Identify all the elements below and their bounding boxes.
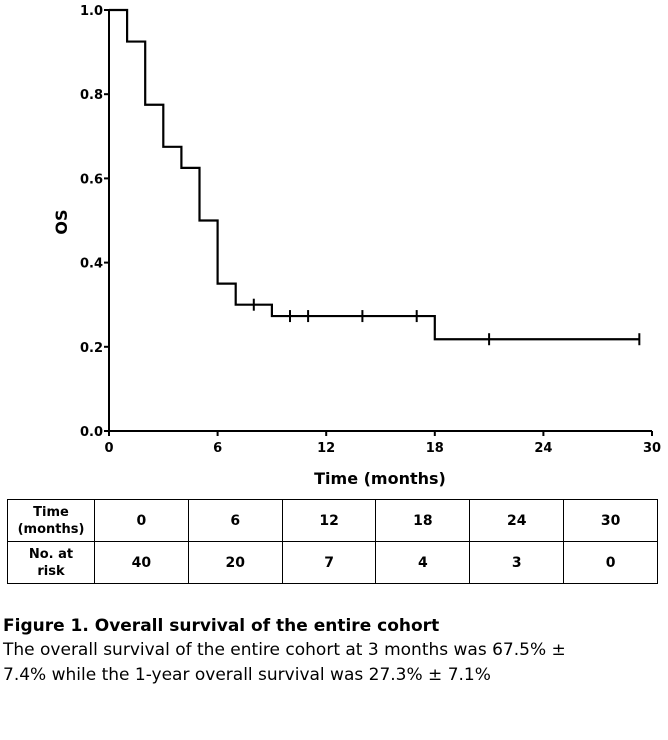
x-axis-title: Time (months) bbox=[314, 469, 446, 488]
risk-row-header: No. at risk bbox=[7, 541, 95, 584]
time-cell: 12 bbox=[281, 499, 377, 542]
at-risk-cell: 7 bbox=[281, 541, 377, 584]
time-row-header-line2: (months) bbox=[17, 521, 85, 537]
y-tick-label: 0.8 bbox=[80, 88, 103, 103]
figure-title: Figure 1. Overall survival of the entire… bbox=[3, 616, 440, 636]
risk-row-header-line2: risk bbox=[37, 563, 65, 579]
censor-marks-group bbox=[252, 298, 641, 346]
risk-table-count-row: No. at risk 40 20 7 4 3 0 bbox=[7, 541, 658, 584]
time-cell: 6 bbox=[187, 499, 283, 542]
time-row-header-line1: Time bbox=[33, 504, 69, 520]
at-risk-cell: 0 bbox=[563, 541, 658, 584]
y-axis-title: OS bbox=[52, 209, 71, 234]
figure-caption-line2: 7.4% while the 1-year overall survival w… bbox=[3, 665, 491, 685]
x-tick-label: 6 bbox=[213, 441, 222, 456]
time-cell: 24 bbox=[469, 499, 565, 542]
time-cell: 0 bbox=[94, 499, 189, 542]
y-tick-label: 1.0 bbox=[80, 4, 103, 19]
chart-ticks: 0.0 0.2 0.4 0.6 0.8 1.0 0 6 12 18 24 30 bbox=[80, 4, 661, 456]
risk-table-time-row: Time (months) 0 6 12 18 24 30 bbox=[7, 499, 658, 542]
figure-caption-line1: The overall survival of the entire cohor… bbox=[3, 640, 566, 660]
x-tick-label: 30 bbox=[643, 441, 661, 456]
x-tick-label: 12 bbox=[317, 441, 335, 456]
y-tick-label: 0.2 bbox=[80, 341, 103, 356]
number-at-risk-table: Time (months) 0 6 12 18 24 30 No. at ris… bbox=[7, 499, 658, 584]
at-risk-cell: 4 bbox=[375, 541, 471, 584]
x-tick-label: 0 bbox=[104, 441, 113, 456]
survival-curve-group bbox=[109, 8, 640, 341]
time-row-header: Time (months) bbox=[7, 499, 95, 542]
y-tick-label: 0.0 bbox=[80, 425, 103, 440]
risk-row-header-line1: No. at bbox=[28, 546, 74, 562]
survival-curve-line bbox=[109, 8, 640, 341]
figure-caption: Figure 1. Overall survival of the entire… bbox=[3, 614, 665, 688]
at-risk-cell: 3 bbox=[469, 541, 565, 584]
at-risk-cell: 40 bbox=[94, 541, 189, 584]
x-tick-label: 24 bbox=[534, 441, 552, 456]
chart-axes bbox=[108, 10, 652, 432]
y-tick-label: 0.6 bbox=[80, 172, 103, 187]
at-risk-cell: 20 bbox=[187, 541, 283, 584]
km-survival-chart: 0.0 0.2 0.4 0.6 0.8 1.0 0 6 12 18 24 30 OS Time (mo… bbox=[52, 4, 661, 488]
y-tick-label: 0.4 bbox=[80, 257, 103, 272]
x-tick-label: 18 bbox=[426, 441, 444, 456]
time-cell: 30 bbox=[563, 499, 658, 542]
time-cell: 18 bbox=[375, 499, 471, 542]
